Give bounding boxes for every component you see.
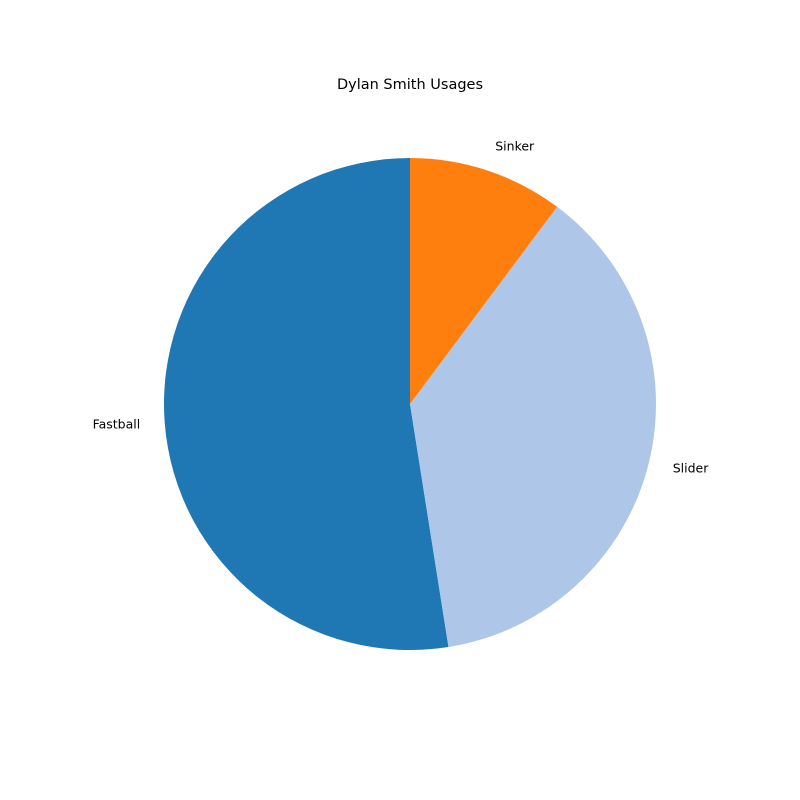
pie-labels: Fastball Slider Sinker [93,139,710,476]
slice-label-fastball: Fastball [93,417,141,432]
slice-label-slider: Slider [673,460,710,475]
pie-slices [163,158,656,651]
chart-title: Dylan Smith Usages [337,77,483,93]
pie-slice-slider [410,206,656,647]
slice-label-sinker: Sinker [495,139,535,154]
pie-slice-sinker [410,158,558,404]
pie-slice-fastball [163,158,449,651]
